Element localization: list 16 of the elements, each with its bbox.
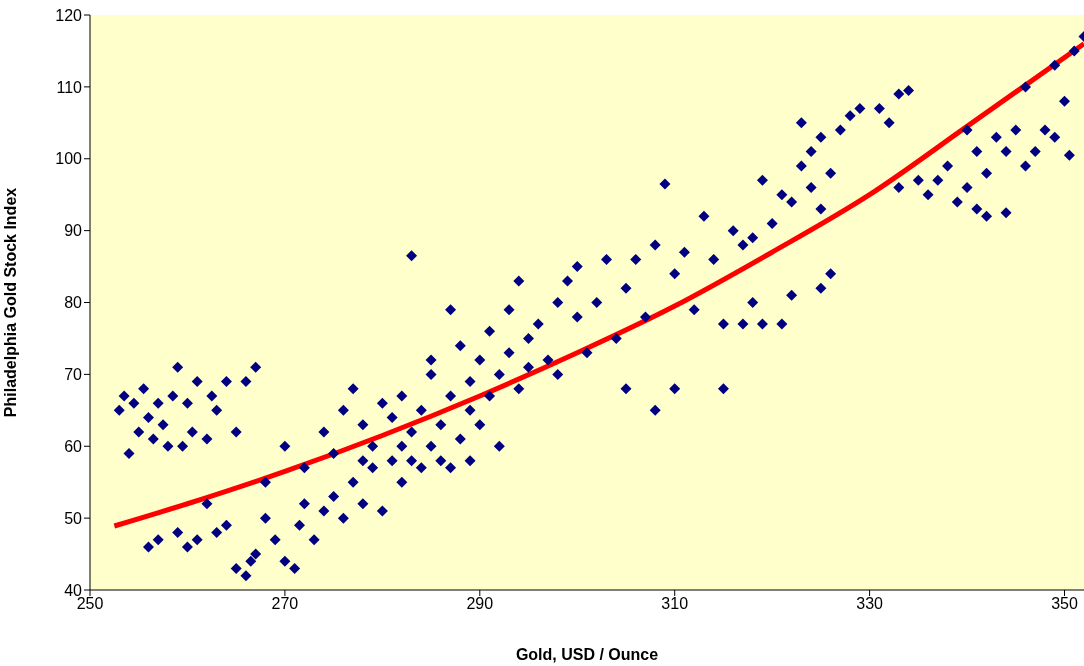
y-tick-label: 120: [55, 6, 83, 24]
x-tick-label: 330: [856, 595, 884, 613]
x-tick-label: 350: [1051, 595, 1078, 613]
x-tick-label: 270: [271, 595, 299, 613]
y-tick-label: 110: [56, 78, 83, 96]
y-tick-label: 60: [64, 437, 83, 455]
x-axis-title: Gold, USD / Ounce: [515, 646, 659, 663]
x-tick-label: 290: [466, 595, 494, 613]
x-tick-label: 250: [76, 595, 104, 613]
y-tick-label: 70: [64, 366, 83, 384]
y-tick-label: 90: [64, 222, 83, 240]
y-tick-label: 100: [55, 150, 83, 168]
y-axis-title: Philadelphia Gold Stock Index: [1, 187, 19, 418]
y-tick-label: 80: [64, 294, 83, 312]
y-tick-label: 50: [64, 509, 83, 527]
x-tick-label: 310: [661, 595, 689, 613]
